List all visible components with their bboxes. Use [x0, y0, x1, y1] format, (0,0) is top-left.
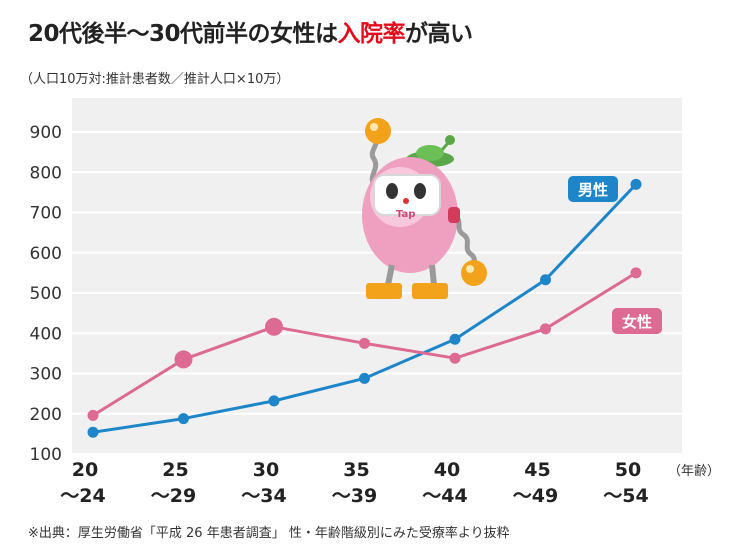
- data-point: [178, 413, 189, 425]
- data-point: [630, 267, 642, 279]
- data-point: [87, 426, 99, 438]
- data-point: [359, 372, 370, 384]
- chart-title: 20代後半〜30代前半の女性は入院率が高い: [28, 14, 473, 48]
- data-point: [87, 409, 99, 421]
- y-tick-label: 900: [30, 123, 62, 143]
- data-point: [449, 333, 461, 345]
- x-tick-label: 〜44: [422, 485, 467, 507]
- plot-area: [72, 98, 682, 454]
- x-tick-label: 〜34: [241, 485, 286, 507]
- data-point: [630, 178, 642, 190]
- x-tick-label: 〜49: [513, 485, 558, 507]
- chart-subtitle: （人口10万対:推計患者数／推計人口×10万）: [20, 72, 290, 87]
- title-main: 20代後半〜30代前半の女性は: [28, 21, 338, 47]
- x-tick-label: 30: [253, 459, 279, 481]
- series-layer: [87, 178, 642, 438]
- x-tick-label: 〜24: [60, 485, 105, 507]
- x-tick-label: 50: [615, 459, 641, 481]
- legend-label: 女性: [622, 313, 652, 331]
- y-tick-label: 300: [30, 365, 62, 385]
- source-note: ※出典：厚生労働省「平成 26 年患者調査」 性・年齢階級別にみた受療率より抜粋: [28, 526, 510, 541]
- y-tick-label: 200: [30, 405, 62, 425]
- legend-tag: [612, 308, 662, 334]
- y-tick-label: 100: [30, 445, 62, 465]
- x-tick-label: 45: [524, 459, 550, 481]
- x-axis-unit: （年齢）: [668, 464, 720, 479]
- data-point: [449, 352, 461, 364]
- x-tick-label: 35: [343, 459, 369, 481]
- data-point: [268, 395, 280, 407]
- x-tick-label: 20: [72, 459, 98, 481]
- x-axis: 20 〜24 25 〜29 30 〜34 35 〜39 40 〜44 45 〜49 50 〜54: [60, 459, 648, 507]
- title-end: が高い: [405, 21, 473, 47]
- data-point: [359, 337, 370, 349]
- robot-mascot-icon: Tap: [362, 118, 487, 299]
- y-tick-label: 700: [30, 204, 62, 224]
- data-point: [540, 274, 551, 286]
- data-point: [174, 350, 193, 369]
- x-tick-label: 25: [162, 459, 188, 481]
- y-tick-label: 500: [30, 284, 62, 304]
- y-axis: 100 200 300 400 500 600 700 800 900: [30, 123, 62, 465]
- x-tick-label: 40: [434, 459, 460, 481]
- mascot-label: Tap: [396, 209, 415, 220]
- data-point: [540, 323, 551, 335]
- y-tick-label: 400: [30, 324, 62, 344]
- data-point: [265, 317, 283, 336]
- title-highlight: 入院率: [337, 21, 406, 47]
- x-tick-label: 〜39: [332, 485, 377, 507]
- y-tick-label: 800: [30, 163, 62, 183]
- y-tick-label: 600: [30, 244, 62, 264]
- x-tick-label: 〜29: [151, 485, 196, 507]
- legend-tag: [568, 176, 618, 202]
- legend-label: 男性: [578, 181, 608, 199]
- x-tick-label: 〜54: [603, 485, 648, 507]
